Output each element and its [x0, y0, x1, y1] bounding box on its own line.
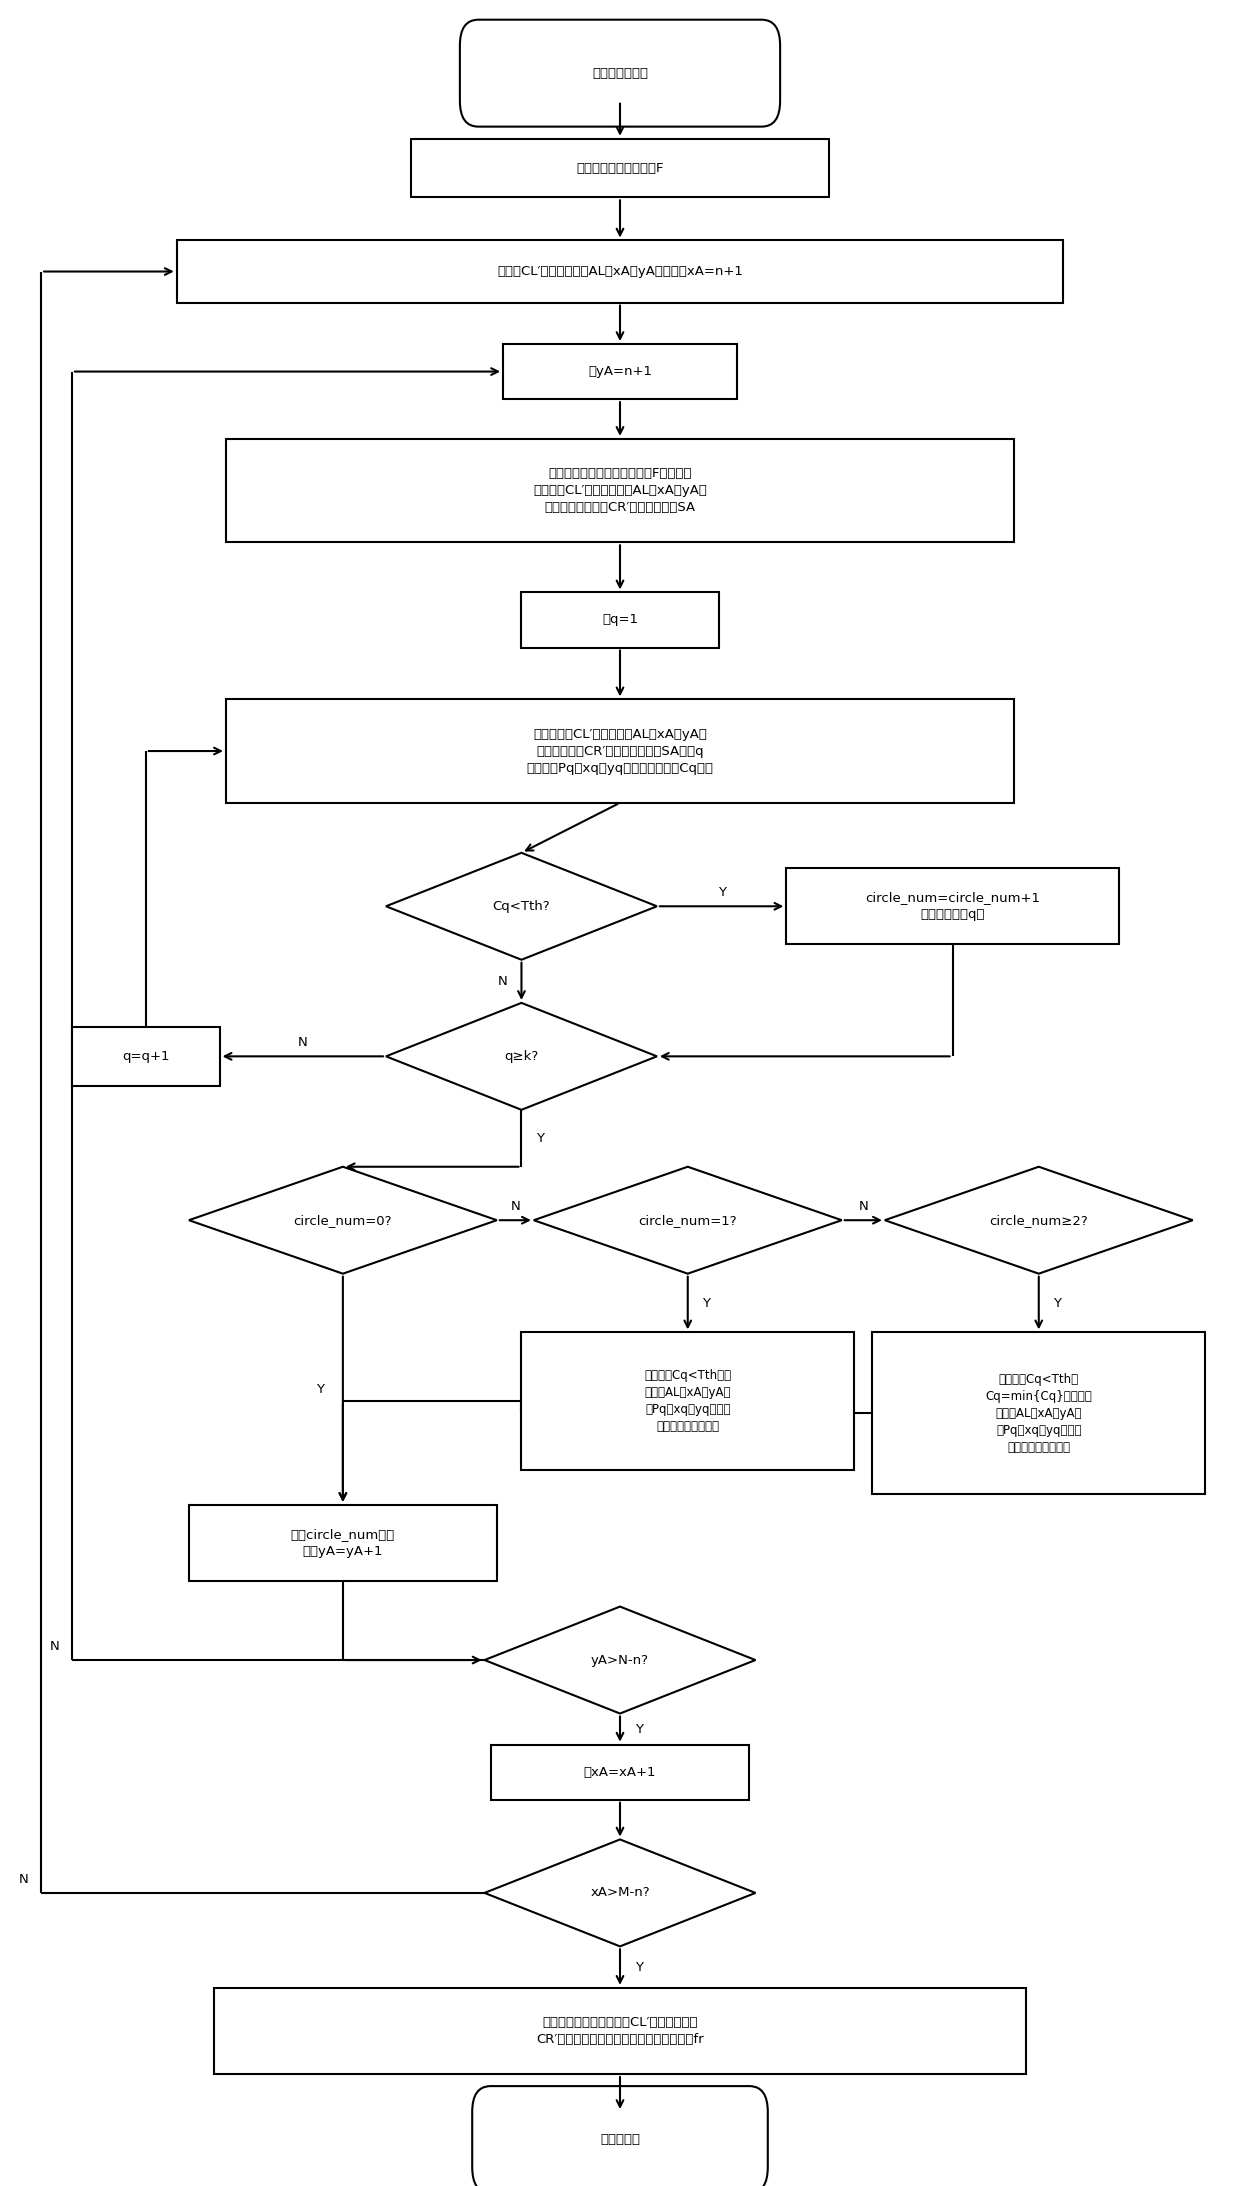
- Text: 计算极线约束基本矩阵F: 计算极线约束基本矩阵F: [577, 162, 663, 175]
- FancyBboxPatch shape: [472, 2085, 768, 2186]
- Polygon shape: [485, 1838, 755, 1946]
- Polygon shape: [533, 1167, 842, 1274]
- Text: circle_num=circle_num+1
并记录对应的q值: circle_num=circle_num+1 并记录对应的q值: [866, 892, 1040, 920]
- Text: Y: Y: [536, 1132, 544, 1145]
- FancyBboxPatch shape: [226, 700, 1014, 802]
- Text: 返回主程序: 返回主程序: [600, 2134, 640, 2147]
- Text: Y: Y: [635, 1961, 642, 1974]
- Text: circle_num≥2?: circle_num≥2?: [990, 1213, 1089, 1226]
- Text: 令xA=xA+1: 令xA=xA+1: [584, 1766, 656, 1779]
- Text: xA>M-n?: xA>M-n?: [590, 1887, 650, 1900]
- Text: N: N: [498, 975, 508, 988]
- FancyBboxPatch shape: [226, 439, 1014, 542]
- Polygon shape: [188, 1167, 497, 1274]
- Text: N: N: [511, 1200, 521, 1213]
- Text: q≥k?: q≥k?: [505, 1049, 538, 1062]
- Text: 令q=1: 令q=1: [601, 614, 639, 627]
- Text: 选择满足Cq<Tth的像
素点对AL（xA，yA）
和Pq（xq，yq）为一
对配准点对，并存储: 选择满足Cq<Tth的像 素点对AL（xA，yA） 和Pq（xq，yq）为一 对…: [644, 1368, 732, 1434]
- Text: 对基准图像CL′中的像素点AL（xA，yA）
和待配准图像CR′中对应像素点集SA中第q
个像素点Pq（xq，yq）计算匹配参数Cq的值: 对基准图像CL′中的像素点AL（xA，yA） 和待配准图像CR′中对应像素点集S…: [527, 728, 713, 774]
- Text: Cq<Tth?: Cq<Tth?: [492, 901, 551, 914]
- Text: 令yA=n+1: 令yA=n+1: [588, 365, 652, 378]
- Polygon shape: [885, 1167, 1193, 1274]
- Text: 立体匹配子程序: 立体匹配子程序: [591, 66, 649, 79]
- Text: N: N: [298, 1036, 308, 1049]
- FancyBboxPatch shape: [522, 592, 718, 647]
- Text: Y: Y: [718, 885, 725, 898]
- Text: 在图像CL′中选取像素点AL（xA，yA），并令xA=n+1: 在图像CL′中选取像素点AL（xA，yA），并令xA=n+1: [497, 265, 743, 278]
- Text: Y: Y: [316, 1384, 325, 1395]
- Text: N: N: [19, 1873, 29, 1887]
- FancyBboxPatch shape: [410, 138, 830, 197]
- Polygon shape: [386, 853, 657, 960]
- FancyBboxPatch shape: [188, 1504, 497, 1580]
- Text: circle_num=0?: circle_num=0?: [294, 1213, 392, 1226]
- FancyBboxPatch shape: [72, 1027, 219, 1086]
- Text: Y: Y: [1054, 1296, 1061, 1309]
- Text: 调用计算得到的基准图像CL′和待配准图像
CR′中所有配准点对，计算像素点对应关系fr: 调用计算得到的基准图像CL′和待配准图像 CR′中所有配准点对，计算像素点对应关…: [536, 2015, 704, 2046]
- Text: circle_num=1?: circle_num=1?: [639, 1213, 737, 1226]
- Text: 参数circle_num清零
并令yA=yA+1: 参数circle_num清零 并令yA=yA+1: [290, 1528, 396, 1559]
- FancyBboxPatch shape: [491, 1744, 749, 1799]
- FancyBboxPatch shape: [213, 1987, 1027, 2075]
- FancyBboxPatch shape: [176, 240, 1064, 302]
- Text: q=q+1: q=q+1: [122, 1049, 170, 1062]
- Text: N: N: [50, 1640, 60, 1653]
- Text: 选择满足Cq<Tth且
Cq=min{Cq}对应的像
素点对AL（xA，yA）
和Pq（xq，yq）为一
对配准点对，并存储: 选择满足Cq<Tth且 Cq=min{Cq}对应的像 素点对AL（xA，yA） …: [986, 1373, 1092, 1454]
- FancyBboxPatch shape: [460, 20, 780, 127]
- FancyBboxPatch shape: [873, 1331, 1205, 1495]
- FancyBboxPatch shape: [786, 868, 1118, 944]
- Polygon shape: [485, 1607, 755, 1714]
- FancyBboxPatch shape: [503, 343, 737, 400]
- Text: 根据计算得到的极限约束矩阵F，计算与
基准图像CL′中选取像素点AL（xA，yA）
对应的待配准图像CR′中的像素点集SA: 根据计算得到的极限约束矩阵F，计算与 基准图像CL′中选取像素点AL（xA，yA…: [533, 468, 707, 514]
- FancyBboxPatch shape: [522, 1331, 854, 1471]
- Polygon shape: [386, 1003, 657, 1110]
- Text: Y: Y: [635, 1723, 642, 1736]
- Text: Y: Y: [703, 1296, 711, 1309]
- Text: yA>N-n?: yA>N-n?: [591, 1653, 649, 1666]
- Text: N: N: [858, 1200, 868, 1213]
